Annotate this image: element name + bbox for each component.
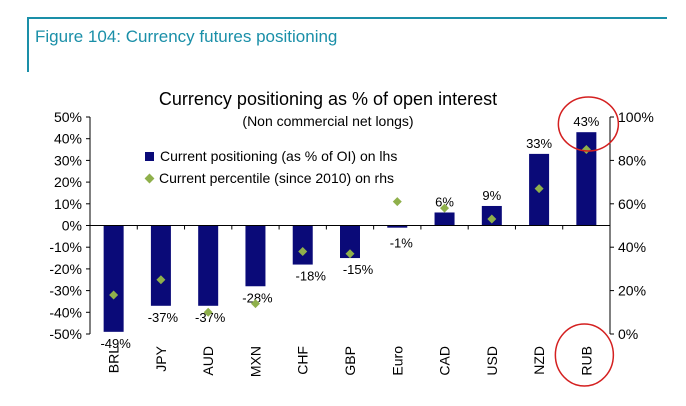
- percentile-marker-GBP: [345, 249, 355, 259]
- bar-data-label: -28%: [242, 290, 273, 305]
- bar-JPY: [150, 225, 171, 306]
- chart-subtitle-text: (Non commercial net longs): [242, 113, 414, 129]
- category-label-MXN: MXN: [247, 346, 263, 377]
- chart-subtitle: (Non commercial net longs): [0, 113, 686, 129]
- bar-GBP: [340, 225, 360, 259]
- category-label-AUD: AUD: [200, 346, 216, 376]
- legend-item-percentile: Current percentile (since 2010) on rhs: [144, 167, 397, 189]
- rub-value-highlight-circle: [557, 96, 620, 152]
- bar-data-label: -37%: [148, 310, 179, 325]
- percentile-marker-BRL: [109, 290, 119, 300]
- left-axis-tick-label: 30%: [54, 152, 82, 168]
- legend-label-positioning: Current positioning (as % of OI) on lhs: [160, 148, 398, 164]
- bar-BRL: [103, 225, 124, 332]
- right-axis-tick-label: 60%: [618, 196, 646, 212]
- percentile-marker-JPY: [156, 275, 166, 285]
- right-axis-tick-label: 100%: [618, 109, 654, 125]
- percentile-marker-NZD: [534, 184, 544, 194]
- rub-label-highlight-circle: [554, 323, 615, 387]
- category-label-CHF: CHF: [295, 346, 311, 375]
- percentile-marker-CHF: [298, 247, 308, 257]
- chart-title: Currency positioning as % of open intere…: [0, 89, 686, 110]
- right-axis-tick-label: 80%: [618, 152, 646, 168]
- right-axis-tick-label: 40%: [618, 239, 646, 255]
- bar-data-label: 43%: [573, 114, 599, 129]
- percentile-marker-MXN: [250, 299, 260, 309]
- left-axis-tick-label: 50%: [54, 109, 82, 125]
- category-label-NZD: NZD: [531, 346, 547, 375]
- percentile-marker-AUD: [203, 307, 213, 317]
- category-label-Euro: Euro: [389, 346, 405, 376]
- bar-RUB: [576, 132, 597, 226]
- bar-data-label: -1%: [390, 236, 414, 251]
- legend-bar-swatch-icon: [145, 151, 154, 161]
- percentile-marker-RUB: [581, 145, 591, 155]
- bar-data-label: -49%: [100, 336, 131, 351]
- legend-item-positioning: Current positioning (as % of OI) on lhs: [145, 145, 397, 167]
- right-axis-tick-label: 20%: [618, 283, 646, 299]
- percentile-marker-USD: [487, 214, 497, 224]
- left-axis-tick-label: 20%: [54, 174, 82, 190]
- category-label-CAD: CAD: [437, 346, 453, 376]
- bar-data-label: 33%: [526, 136, 552, 151]
- bar-Euro: [387, 225, 408, 228]
- percentile-marker-Euro: [392, 197, 402, 207]
- bar-CHF: [292, 225, 313, 265]
- category-label-JPY: JPY: [153, 345, 169, 371]
- left-axis-tick-label: 0%: [62, 218, 82, 234]
- category-label-USD: USD: [484, 346, 500, 376]
- figure-title: Figure 104: Currency futures positioning: [35, 27, 338, 46]
- figure-frame-left: [27, 17, 29, 72]
- chart-title-text: Currency positioning as % of open intere…: [158, 89, 498, 109]
- figure-frame-top: [27, 17, 667, 19]
- bar-AUD: [198, 225, 219, 306]
- bar-CAD: [434, 212, 455, 226]
- legend-label-percentile: Current percentile (since 2010) on rhs: [159, 170, 395, 186]
- chart-legend: Current positioning (as % of OI) on lhs …: [144, 145, 397, 189]
- bar-data-label: -15%: [343, 262, 374, 277]
- category-label-GBP: GBP: [342, 346, 358, 376]
- left-axis-tick-label: -40%: [49, 304, 82, 320]
- bar-data-label: -18%: [296, 269, 327, 284]
- bar-MXN: [245, 225, 266, 287]
- left-axis-tick-label: 10%: [54, 196, 82, 212]
- left-axis-tick-label: -10%: [49, 239, 82, 255]
- category-label-BRL: BRL: [106, 346, 122, 373]
- right-axis-tick-label: 0%: [618, 326, 638, 342]
- bar-data-label: 6%: [435, 194, 454, 209]
- category-label-RUB: RUB: [578, 346, 594, 376]
- left-axis-tick-label: -30%: [49, 283, 82, 299]
- legend-diamond-swatch-icon: [144, 173, 155, 183]
- bar-data-label: 9%: [482, 188, 501, 203]
- left-axis-tick-label: 40%: [54, 131, 82, 147]
- left-axis-tick-label: -20%: [49, 261, 82, 277]
- percentile-marker-CAD: [440, 203, 450, 213]
- left-axis-tick-label: -50%: [49, 326, 82, 342]
- bar-data-label: -37%: [195, 310, 226, 325]
